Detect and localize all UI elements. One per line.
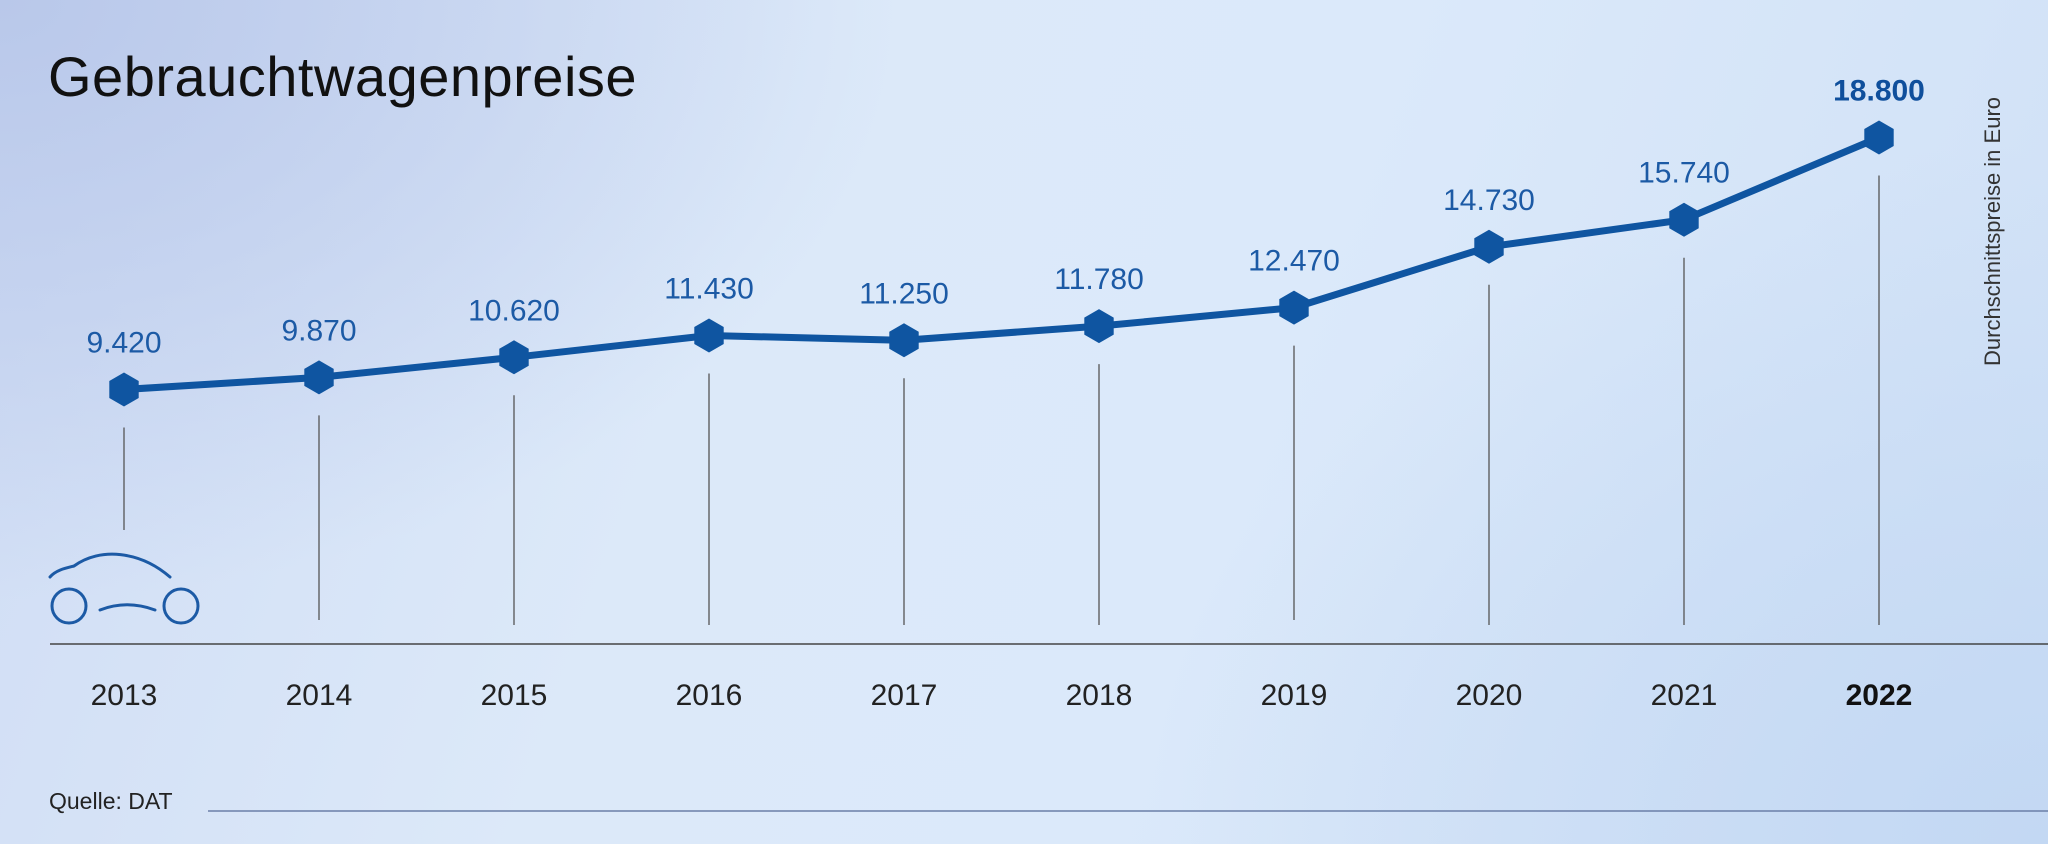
value-label: 11.780: [1054, 263, 1144, 296]
data-point-marker: [304, 360, 334, 395]
x-tick-label: 2013: [91, 679, 158, 712]
value-label: 18.800: [1833, 75, 1925, 108]
x-tick-labels: 2013 2014 2015 2016 2017 2018 2019 2020 2021 2022: [91, 679, 1913, 712]
x-tick-label: 2017: [871, 679, 938, 712]
data-point-marker: [889, 323, 919, 358]
data-point-marker: [1279, 290, 1309, 325]
value-label: 12.470: [1248, 245, 1340, 278]
data-point-marker: [1084, 309, 1114, 344]
data-point-marker: [1474, 229, 1504, 264]
x-tick-label: 2021: [1651, 679, 1718, 712]
x-tick-label: 2014: [286, 679, 353, 712]
value-label: 15.740: [1638, 157, 1730, 190]
data-point-marker: [1864, 120, 1894, 155]
y-axis-label: Durchschnittspreise in Euro: [1980, 97, 2005, 366]
value-label: 10.620: [468, 294, 560, 327]
series-line: [123, 134, 1881, 393]
data-markers: [109, 120, 1894, 407]
value-label: 9.870: [281, 314, 356, 347]
source-note: Quelle: DAT: [49, 788, 173, 814]
data-point-marker: [1669, 202, 1699, 237]
value-label: 11.250: [859, 277, 949, 310]
car-outline-icon: [48, 552, 200, 625]
x-tick-label: 2015: [481, 679, 548, 712]
x-tick-label: 2018: [1066, 679, 1133, 712]
value-label: 11.430: [664, 273, 754, 306]
data-point-marker: [694, 318, 724, 353]
guide-lines: [123, 175, 1880, 625]
data-point-marker: [109, 372, 139, 407]
x-tick-label: 2022: [1846, 679, 1913, 712]
value-label: 9.420: [86, 327, 161, 360]
value-label: 14.730: [1443, 184, 1535, 217]
chart-title: Gebrauchtwagenpreise: [48, 45, 638, 108]
x-tick-label: 2016: [676, 679, 743, 712]
x-tick-label: 2020: [1456, 679, 1523, 712]
data-point-marker: [499, 340, 529, 375]
value-labels: 9.420 9.870 10.620 11.430 11.250 11.780 12.470…: [86, 75, 1924, 360]
x-tick-label: 2019: [1261, 679, 1328, 712]
